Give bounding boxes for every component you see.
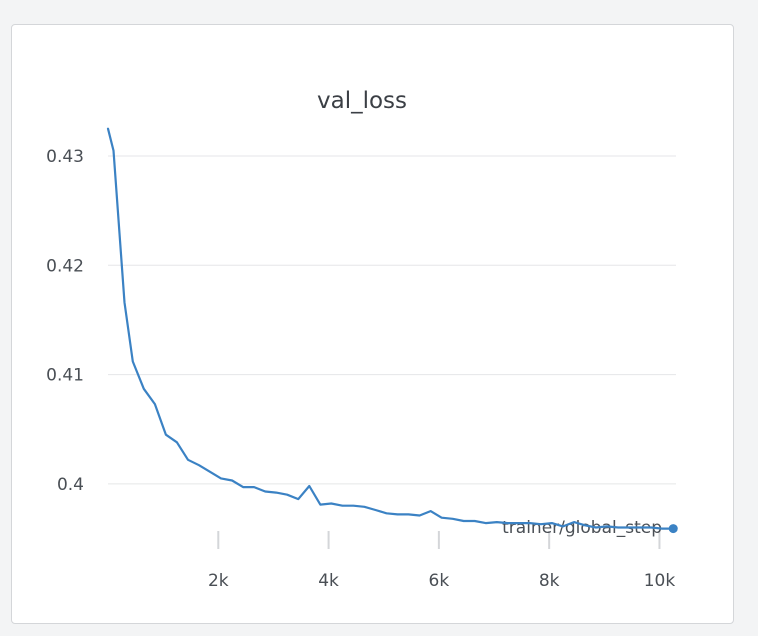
- y-tick-label: 0.43: [46, 147, 84, 167]
- y-axis-ticks: 0.4 0.41 0.42 0.43: [46, 147, 84, 495]
- y-tick-label: 0.41: [46, 366, 84, 386]
- grid-lines: [108, 155, 676, 485]
- line-chart: 2k 4k 6k 8k 10k 0.40.410.420.43 val_loss tra…: [46, 88, 678, 591]
- y-tick-label: 0.4: [57, 475, 84, 495]
- series-layer: [106, 127, 678, 534]
- y-tick-label: 0.42: [46, 256, 84, 276]
- x-axis-ticks: 2k 4k 6k 8k 10k: [208, 531, 675, 591]
- chart-panel: 2k 4k 6k 8k 10k 0.4 0.41 0.42 0.43 val_loss tra…: [11, 24, 734, 624]
- x-tick-label: 4k: [318, 571, 339, 591]
- x-tick-label: 10k: [644, 571, 676, 591]
- chart-title: val_loss: [317, 88, 407, 114]
- series-end-point: [668, 524, 678, 534]
- series-line: [106, 127, 675, 530]
- x-tick-label: 6k: [429, 571, 450, 591]
- x-tick-label: 8k: [539, 571, 560, 591]
- x-tick-label: 2k: [208, 571, 229, 591]
